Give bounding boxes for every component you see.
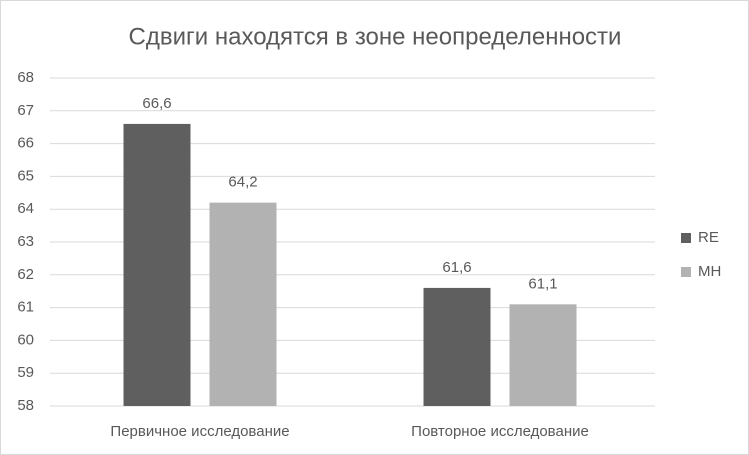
- legend-swatch: [681, 233, 691, 243]
- y-tick-label: 66: [17, 135, 34, 152]
- y-tick-label: 68: [17, 69, 34, 86]
- y-tick-label: 59: [17, 364, 34, 381]
- y-tick-label: 62: [17, 266, 34, 283]
- data-label: 64,2: [228, 174, 257, 191]
- data-label: 61,6: [442, 259, 471, 276]
- y-tick-label: 58: [17, 397, 34, 414]
- x-tick-label: Первичное исследование: [110, 423, 289, 440]
- y-tick-label: 60: [17, 331, 34, 348]
- bar: [423, 287, 491, 406]
- legend-label: RE: [698, 229, 719, 246]
- y-tick-label: 61: [17, 299, 34, 316]
- y-tick-label: 63: [17, 233, 34, 250]
- legend-swatch: [681, 267, 691, 277]
- bar: [209, 202, 277, 406]
- y-tick-label: 67: [17, 102, 34, 119]
- bar: [509, 304, 577, 406]
- data-label: 61,1: [528, 275, 557, 292]
- y-tick-label: 64: [17, 200, 34, 217]
- x-tick-label: Повторное исследование: [411, 423, 589, 440]
- legend-label: MH: [698, 263, 721, 280]
- y-tick-label: 65: [17, 167, 34, 184]
- bar: [123, 123, 191, 407]
- chart-title: Сдвиги находятся в зоне неопределенности: [129, 23, 622, 50]
- data-label: 66,6: [142, 95, 171, 112]
